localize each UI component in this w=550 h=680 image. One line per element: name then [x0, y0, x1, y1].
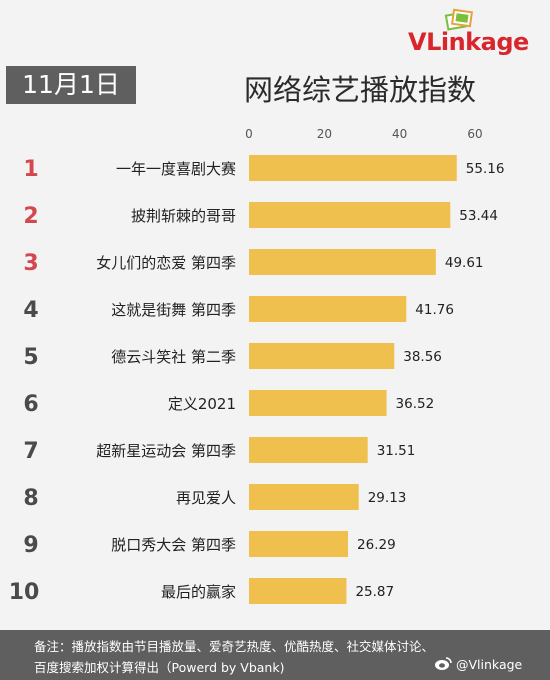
- category-label: 最后的赢家: [161, 583, 236, 601]
- category-label: 一年一度喜剧大赛: [116, 160, 236, 178]
- bar: [249, 202, 451, 228]
- category-label: 脱口秀大会 第四季: [111, 536, 236, 554]
- category-label: 这就是街舞 第四季: [111, 301, 236, 319]
- bar: [249, 296, 407, 322]
- footer-note-line-1: 备注：播放指数由节目播放量、爱奇艺热度、优酷热度、社交媒体讨论、: [34, 639, 435, 654]
- bar: [249, 437, 368, 463]
- bar: [249, 484, 359, 510]
- date-badge: 11月1日: [6, 66, 136, 104]
- chart-title: 网络综艺播放指数: [243, 73, 476, 107]
- rank-label: 2: [23, 204, 38, 229]
- bar: [249, 531, 349, 557]
- brand-logo: VLinkage: [408, 8, 544, 56]
- bar: [249, 155, 457, 181]
- category-label: 披荆斩棘的哥哥: [131, 207, 236, 225]
- rank-label: 10: [9, 580, 40, 605]
- rank-label: 6: [23, 392, 38, 417]
- bar-chart: 0 20 40 60 1 一年一度喜剧大赛 55.16 2 披荆斩棘的哥哥 53.44 3 女儿们的…: [9, 127, 505, 605]
- photo-frames-icon: [444, 8, 474, 31]
- x-tick-label: 60: [467, 127, 482, 141]
- bar: [249, 578, 347, 604]
- category-label: 女儿们的恋爱 第四季: [96, 254, 236, 272]
- category-label: 超新星运动会 第四季: [96, 442, 236, 460]
- value-label: 25.87: [355, 584, 394, 600]
- category-label: 再见爱人: [176, 489, 236, 507]
- value-label: 36.52: [396, 396, 435, 412]
- weibo-handle: @Vlinkage: [456, 657, 523, 672]
- value-label: 38.56: [403, 349, 442, 365]
- rank-label: 7: [23, 439, 38, 464]
- category-label: 德云斗笑社 第二季: [111, 348, 236, 366]
- rank-label: 8: [23, 486, 38, 511]
- footer-note-line-2: 百度搜索加权计算得出（Powerd by Vbank): [34, 660, 285, 675]
- bar: [249, 343, 395, 369]
- value-label: 49.61: [445, 255, 484, 271]
- weibo-icon: [435, 657, 452, 670]
- x-tick-label: 40: [392, 127, 407, 141]
- bar: [249, 249, 436, 275]
- value-label: 41.76: [415, 302, 454, 318]
- footer: 备注：播放指数由节目播放量、爱奇艺热度、优酷热度、社交媒体讨论、 百度搜索加权计…: [0, 630, 550, 680]
- rank-label: 9: [23, 533, 38, 558]
- value-label: 31.51: [377, 443, 416, 459]
- value-label: 29.13: [368, 490, 407, 506]
- x-tick-label: 20: [317, 127, 332, 141]
- rank-label: 5: [23, 345, 38, 370]
- brand-name: VLinkage: [408, 28, 529, 56]
- rank-label: 3: [23, 251, 38, 276]
- rank-label: 4: [23, 298, 38, 323]
- bar: [249, 390, 387, 416]
- value-label: 53.44: [459, 208, 498, 224]
- rank-label: 1: [23, 157, 38, 182]
- value-label: 55.16: [466, 161, 505, 177]
- category-label: 定义2021: [168, 395, 236, 413]
- value-label: 26.29: [357, 537, 396, 553]
- x-tick-label: 0: [245, 127, 253, 141]
